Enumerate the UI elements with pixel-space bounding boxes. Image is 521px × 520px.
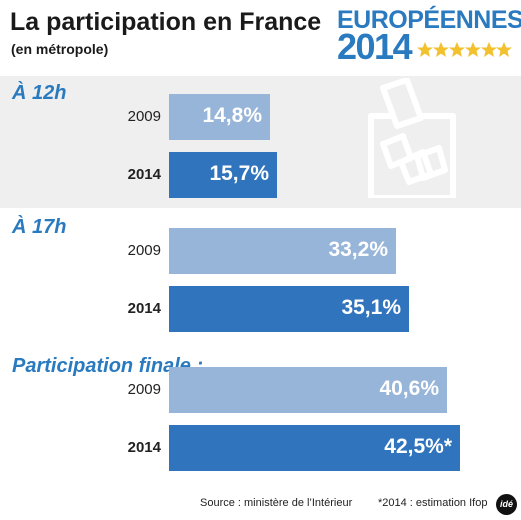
bar-2009 (169, 228, 396, 274)
bar-2014 (169, 152, 277, 198)
section-label: À 12h (12, 82, 67, 104)
year-label: 2014 (127, 300, 161, 317)
section-label: Participation finale : (12, 355, 204, 377)
page-subtitle: (en métropole) (11, 41, 109, 57)
estimation-note: *2014 : estimation Ifop (378, 497, 488, 509)
europeennes-logo: EUROPÉENNES 2014 (337, 6, 521, 67)
bar-value-label: 15,7% (209, 162, 269, 185)
bar-value-label: 35,1% (341, 296, 401, 319)
page-title: La participation en France (10, 8, 322, 36)
bar-2014 (169, 425, 460, 471)
ide-logo: idé (496, 494, 517, 515)
bar-value-label: 33,2% (328, 238, 388, 261)
logo-text-year: 2014 (337, 26, 413, 67)
bar-2009 (169, 94, 270, 140)
section-label: À 17h (12, 216, 67, 238)
year-label: 2009 (127, 381, 161, 398)
bar-2014 (169, 286, 409, 332)
ballot-box-icon (368, 78, 456, 198)
bar-2009 (169, 367, 447, 413)
year-label: 2014 (127, 439, 161, 456)
year-label: 2009 (127, 242, 161, 259)
year-label: 2009 (127, 108, 161, 125)
year-label: 2014 (127, 166, 161, 183)
bar-value-label: 40,6% (379, 377, 439, 400)
bar-value-label: 42,5%* (384, 435, 452, 458)
logo-text-top: EUROPÉENNES (337, 6, 521, 34)
source-note: Source : ministère de l’Intérieur (200, 497, 353, 509)
bar-value-label: 14,8% (202, 104, 262, 127)
